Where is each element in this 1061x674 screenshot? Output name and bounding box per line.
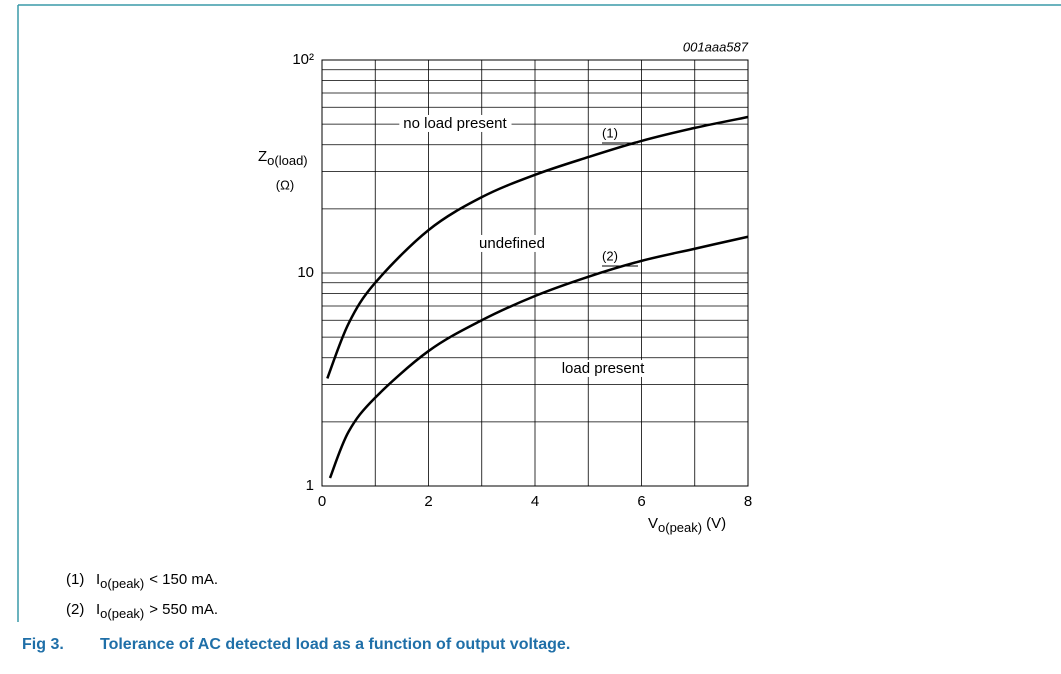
x-label-unit: (V) bbox=[706, 515, 726, 532]
note-sub: o(peak) bbox=[100, 606, 144, 621]
note-symbol: I bbox=[96, 571, 100, 588]
curve bbox=[328, 235, 749, 479]
x-tick-label: 6 bbox=[637, 493, 645, 510]
note-text: > 550 mA. bbox=[149, 601, 218, 618]
note-1: (1) Io(peak) < 150 mA. bbox=[66, 571, 218, 591]
id-code: 001aaa587 bbox=[683, 39, 749, 54]
x-tick-label: 2 bbox=[424, 493, 432, 510]
curve-label: (1) bbox=[602, 125, 618, 140]
region-label: load present bbox=[562, 360, 645, 377]
plot-frame bbox=[321, 59, 749, 487]
note-number: (2) bbox=[66, 601, 84, 618]
y-tick-label: 1 bbox=[306, 477, 314, 494]
y-label-sub: o(load) bbox=[267, 153, 307, 168]
curve bbox=[326, 115, 749, 379]
label-background bbox=[557, 359, 650, 377]
y-axis-unit: (Ω) bbox=[276, 177, 294, 192]
x-label-sub: o(peak) bbox=[658, 520, 702, 535]
x-tick-label: 8 bbox=[744, 493, 752, 510]
y-axis-label: Zo(load) bbox=[258, 148, 308, 168]
caption-label: Fig 3. bbox=[22, 636, 64, 653]
caption-text: Tolerance of AC detected load as a funct… bbox=[100, 636, 570, 653]
note-symbol: I bbox=[96, 601, 100, 618]
label-background bbox=[600, 248, 620, 264]
y-tick-label: 10 bbox=[297, 264, 314, 281]
y-label-main: Z bbox=[258, 148, 267, 165]
y-tick-label: 10² bbox=[292, 51, 314, 68]
grid bbox=[321, 59, 749, 487]
label-background bbox=[399, 114, 512, 132]
note-number: (1) bbox=[66, 571, 84, 588]
x-label-main: V bbox=[648, 515, 658, 532]
x-axis-label: Vo(peak) (V) bbox=[648, 515, 726, 535]
note-text: < 150 mA. bbox=[149, 571, 218, 588]
label-background bbox=[475, 234, 549, 252]
curve-label: (2) bbox=[602, 248, 618, 263]
region-label: no load present bbox=[403, 115, 507, 132]
label-background bbox=[600, 125, 620, 141]
caption: Fig 3. Tolerance of AC detected load as a… bbox=[22, 636, 570, 653]
x-tick-label: 0 bbox=[318, 493, 326, 510]
note-2: (2) Io(peak) > 550 mA. bbox=[66, 601, 218, 621]
region-label: undefined bbox=[479, 235, 545, 252]
x-tick-label: 4 bbox=[531, 493, 539, 510]
note-sub: o(peak) bbox=[100, 576, 144, 591]
